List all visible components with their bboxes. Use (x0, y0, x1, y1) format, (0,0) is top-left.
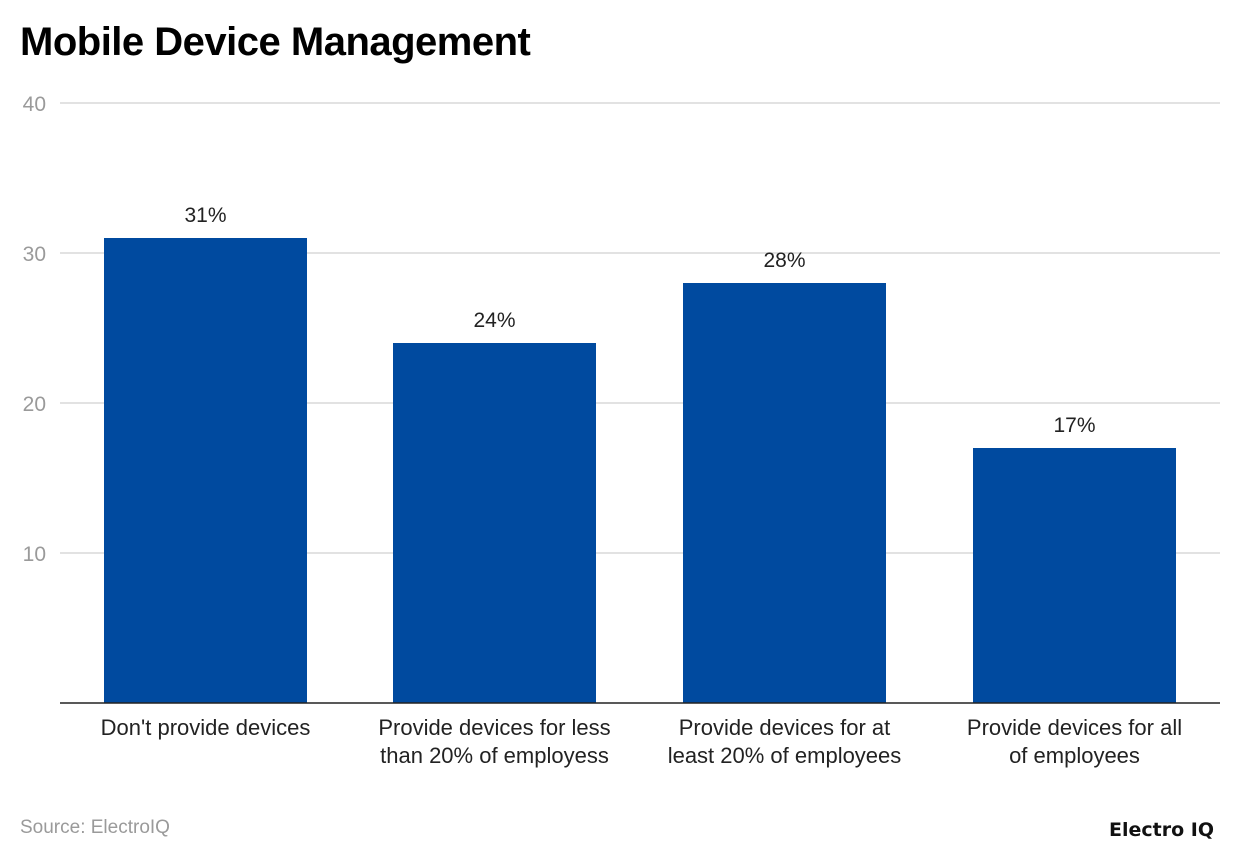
source-note: Source: ElectroIQ (20, 817, 170, 838)
y-tick-label: 10 (23, 543, 46, 566)
bar (683, 283, 886, 703)
bar (104, 238, 307, 703)
x-category-label: Don't provide devices (101, 715, 311, 740)
bar-chart: 10 20 30 40 31% Don't provide devices 24% Provi… (23, 93, 1220, 768)
x-category-label: Provide devices for at (679, 715, 891, 740)
x-category-label: Provide devices for all (967, 715, 1182, 740)
y-tick-label: 40 (23, 93, 46, 116)
x-category-label: least 20% of employees (668, 743, 902, 768)
x-category-label: than 20% of employess (380, 743, 609, 768)
y-tick-label: 20 (23, 393, 46, 416)
data-label: 28% (763, 249, 805, 272)
electroiq-logo: Electro IQ (1109, 819, 1214, 841)
bar (973, 448, 1176, 703)
data-label: 31% (184, 204, 226, 227)
bar (393, 343, 596, 703)
chart-title: Mobile Device Management (20, 20, 531, 64)
x-category-label: of employees (1009, 743, 1140, 768)
x-category-label: Provide devices for less (378, 715, 610, 740)
data-label: 17% (1053, 414, 1095, 437)
y-tick-label: 30 (23, 243, 46, 266)
data-label: 24% (473, 309, 515, 332)
